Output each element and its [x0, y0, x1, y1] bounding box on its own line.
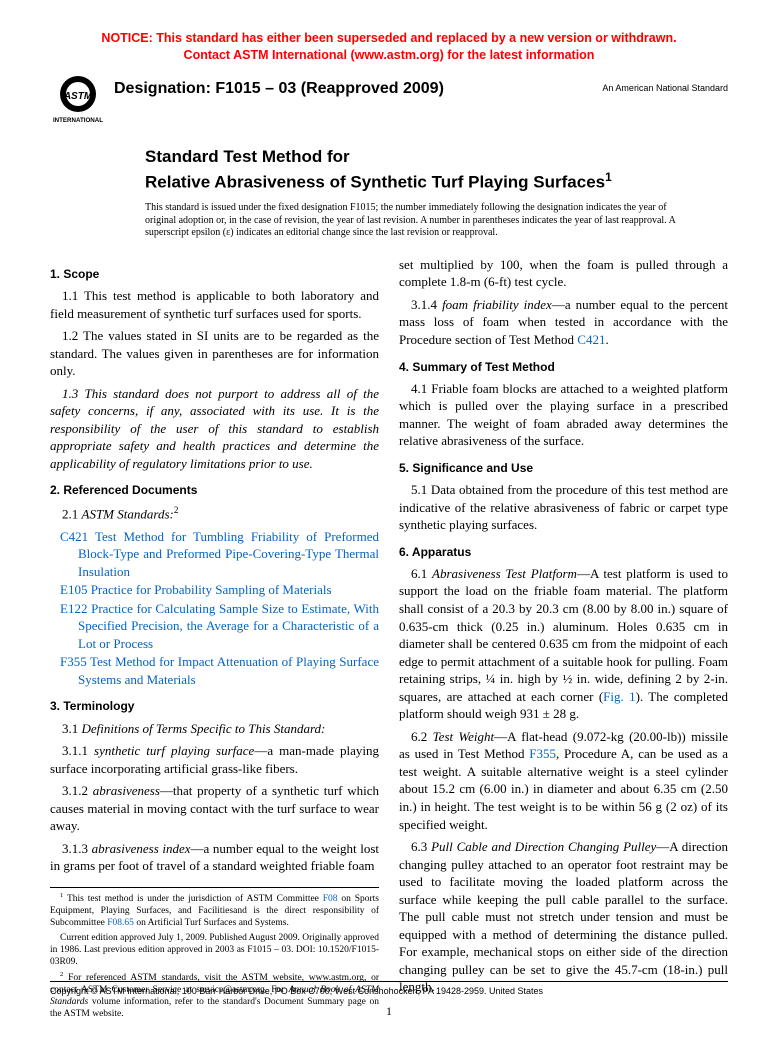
para-1-3: 1.3 This standard does not purport to ad… — [50, 385, 379, 473]
para-3-1-4: 3.1.4 foam friability index—a number equ… — [399, 296, 728, 349]
designation: Designation: F1015 – 03 (Reapproved 2009… — [114, 72, 602, 100]
section-6-head: 6. Apparatus — [399, 544, 728, 560]
section-1-head: 1. Scope — [50, 266, 379, 282]
para-6-2: 6.2 Test Weight—A flat-head (9.072-kg (2… — [399, 728, 728, 833]
section-3-head: 3. Terminology — [50, 698, 379, 714]
astm-logo: ASTM INTERNATIONAL — [50, 72, 106, 128]
para-1-2: 1.2 The values stated in SI units are to… — [50, 327, 379, 380]
notice-line1: NOTICE: This standard has either been su… — [101, 31, 676, 45]
para-3-1-2: 3.1.2 abrasiveness—that property of a sy… — [50, 782, 379, 835]
national-standard-label: An American National Standard — [602, 72, 728, 94]
ref-c421[interactable]: C421 Test Method for Tumbling Friability… — [50, 528, 379, 581]
ref-e122[interactable]: E122 Practice for Calculating Sample Siz… — [50, 600, 379, 653]
para-3-1: 3.1 Definitions of Terms Specific to Thi… — [50, 720, 379, 738]
para-6-1: 6.1 Abrasiveness Test Platform—A test pl… — [399, 565, 728, 723]
para-3-1-3: 3.1.3 abrasiveness index—a number equal … — [50, 840, 379, 875]
para-5-1: 5.1 Data obtained from the procedure of … — [399, 481, 728, 534]
link-c421[interactable]: C421 — [577, 332, 605, 347]
body-columns: 1. Scope 1.1 This test method is applica… — [50, 256, 728, 1021]
link-f355[interactable]: F355 — [529, 746, 556, 761]
para-2-1: 2.1 ASTM Standards:2 — [50, 504, 379, 523]
para-1-1: 1.1 This test method is applicable to bo… — [50, 287, 379, 322]
ref-f355[interactable]: F355 Test Method for Impact Attenuation … — [50, 653, 379, 688]
link-fig1[interactable]: Fig. 1 — [603, 689, 635, 704]
section-4-head: 4. Summary of Test Method — [399, 359, 728, 375]
title-prefix: Standard Test Method for — [145, 146, 728, 169]
section-2-head: 2. Referenced Documents — [50, 482, 379, 498]
copyright: Copyright © ASTM International, 100 Barr… — [50, 981, 728, 997]
issuance-note: This standard is issued under the fixed … — [145, 202, 688, 240]
ref-e105[interactable]: E105 Practice for Probability Sampling o… — [50, 581, 379, 599]
para-6-3: 6.3 Pull Cable and Direction Changing Pu… — [399, 838, 728, 996]
section-5-head: 5. Significance and Use — [399, 460, 728, 476]
notice-banner: NOTICE: This standard has either been su… — [50, 30, 728, 64]
para-3-1-1: 3.1.1 synthetic turf playing surface—a m… — [50, 742, 379, 777]
para-3-1-3-cont: set multiplied by 100, when the foam is … — [399, 256, 728, 291]
svg-text:INTERNATIONAL: INTERNATIONAL — [53, 117, 103, 124]
svg-text:ASTM: ASTM — [63, 91, 93, 102]
footnote-1b: Current edition approved July 1, 2009. P… — [50, 933, 379, 969]
title-main: Relative Abrasiveness of Synthetic Turf … — [145, 169, 728, 195]
para-4-1: 4.1 Friable foam blocks are attached to … — [399, 380, 728, 450]
page-number: 1 — [50, 1003, 728, 1019]
notice-line2: Contact ASTM International (www.astm.org… — [184, 48, 595, 62]
footnote-1: 1 This test method is under the jurisdic… — [50, 892, 379, 930]
